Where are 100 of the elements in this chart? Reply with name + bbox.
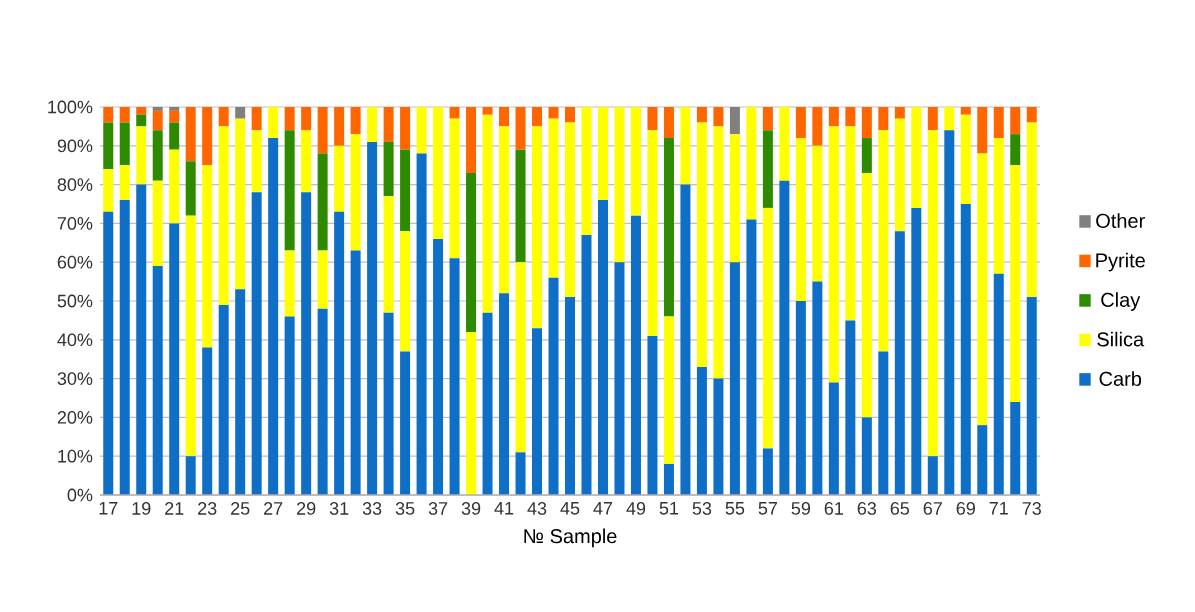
legend-label: Other (1096, 213, 1145, 228)
bar (597, 107, 608, 201)
bar (993, 273, 1004, 495)
y-tick-label: 20% (57, 411, 93, 424)
bar (152, 110, 163, 131)
bar (103, 169, 114, 212)
bar (762, 448, 773, 495)
bar (894, 231, 905, 495)
bar (532, 126, 543, 329)
bar (284, 130, 295, 251)
bar (334, 211, 345, 495)
bar (828, 107, 839, 127)
bar (548, 277, 559, 495)
bar (532, 107, 543, 127)
bar (136, 114, 147, 127)
x-tick-label: 67 (923, 502, 942, 515)
bar (565, 122, 576, 298)
bar (466, 107, 477, 173)
bar (136, 126, 147, 185)
bar (499, 126, 510, 294)
bar (136, 107, 147, 115)
x-tick-label: 37 (428, 502, 448, 515)
bar (565, 297, 576, 495)
bar (746, 219, 757, 495)
bar (647, 107, 658, 131)
bar (729, 107, 740, 135)
bar (680, 184, 691, 495)
bar (696, 366, 707, 495)
bar (746, 107, 757, 220)
bar (169, 149, 180, 224)
x-tick-label: 65 (890, 502, 910, 515)
bar (515, 262, 526, 453)
x-tick-label: 71 (989, 502, 1008, 515)
bar (400, 149, 411, 232)
bar (235, 107, 246, 119)
bar (977, 107, 988, 154)
x-tick-label: 51 (659, 502, 679, 515)
x-tick-label: 35 (395, 502, 415, 515)
bar (499, 293, 510, 495)
bar (861, 138, 872, 173)
bar (944, 130, 955, 495)
bar (548, 118, 559, 278)
bar (152, 107, 163, 111)
bar (103, 107, 114, 123)
bar (1010, 401, 1021, 495)
bar (663, 316, 674, 464)
bar (284, 250, 295, 317)
bar (103, 211, 114, 495)
x-tick-label: 63 (857, 502, 877, 515)
bar (416, 107, 427, 154)
bar (779, 180, 790, 495)
bar (977, 425, 988, 495)
legend-label: Silica (1097, 331, 1145, 347)
y-tick-label: 30% (57, 372, 93, 385)
y-tick-label: 90% (57, 139, 93, 153)
x-tick-label: 59 (791, 502, 811, 515)
bar (367, 107, 378, 142)
bar (927, 130, 938, 457)
bar (762, 107, 773, 131)
x-tick-label: 49 (626, 502, 646, 515)
bar (581, 107, 592, 236)
bar (878, 107, 889, 131)
bar (515, 107, 526, 150)
x-tick-label: 55 (725, 502, 745, 515)
bar (136, 184, 147, 495)
bar (317, 308, 328, 495)
bar (927, 107, 938, 131)
bar (317, 153, 328, 251)
bar (119, 122, 130, 166)
bar (449, 258, 460, 495)
bar (1010, 107, 1021, 135)
bar (301, 130, 312, 193)
bar (861, 107, 872, 139)
bar (400, 351, 411, 495)
bar (1026, 122, 1037, 298)
bar (284, 316, 295, 495)
bar (466, 172, 477, 333)
bar (845, 126, 856, 321)
bar (663, 138, 674, 317)
bar (548, 107, 559, 119)
bar (169, 223, 180, 495)
bar (400, 107, 411, 150)
bar (334, 107, 345, 146)
bar (433, 238, 444, 495)
bar (993, 107, 1004, 139)
bar (614, 107, 625, 263)
bar (466, 332, 477, 495)
x-tick-label: 57 (758, 502, 777, 515)
bar (185, 107, 196, 162)
bar (169, 122, 180, 150)
bar (103, 122, 114, 170)
x-tick-label: 61 (824, 502, 843, 515)
bar (713, 378, 724, 495)
bar (119, 107, 130, 123)
bar (433, 107, 444, 239)
bar (350, 107, 361, 135)
bar (317, 250, 328, 309)
bar (383, 312, 394, 495)
bar (499, 107, 510, 127)
bar (663, 107, 674, 139)
